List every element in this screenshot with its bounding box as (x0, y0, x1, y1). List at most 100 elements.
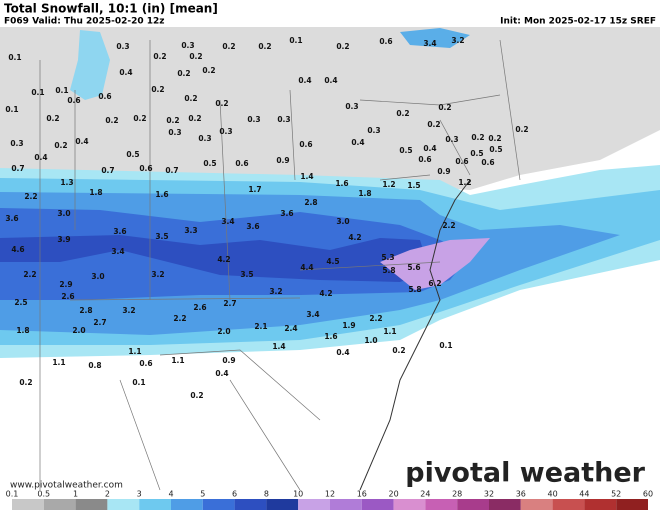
legend-tick-label: 16 (357, 490, 367, 499)
snow-label: 0.1 (289, 36, 302, 45)
snow-label: 5.6 (407, 263, 420, 272)
legend-swatch (43, 499, 76, 510)
snow-label: 0.2 (133, 114, 146, 123)
snow-label: 0.6 (418, 155, 431, 164)
snow-label: 1.4 (272, 342, 285, 351)
snow-label: 3.2 (122, 306, 135, 315)
snow-label: 1.7 (248, 185, 261, 194)
snow-label: 1.1 (171, 356, 184, 365)
snow-label: 0.2 (202, 66, 215, 75)
snow-label: 0.2 (151, 85, 164, 94)
snow-label: 4.4 (300, 263, 313, 272)
snow-label: 4.6 (11, 245, 24, 254)
snow-label: 0.3 (277, 115, 290, 124)
snow-label: 0.2 (336, 42, 349, 51)
snow-label: 0.4 (75, 137, 88, 146)
snow-label: 5.3 (381, 253, 394, 262)
title: Total Snowfall, 10:1 (in) [mean] (4, 2, 218, 16)
snow-label: 2.7 (223, 299, 236, 308)
snow-label: 1.6 (155, 190, 168, 199)
legend-tick-label: 2 (105, 490, 110, 499)
snow-label: 0.3 (198, 134, 211, 143)
snow-label: 0.4 (215, 369, 228, 378)
legend: 0.1 0.5 1 2 3 4 5 6 8 10 12 16 20 24 28 32 36 40 44 52 60 (6, 490, 653, 510)
snow-label: 2.0 (72, 326, 85, 335)
snow-label: 0.4 (298, 76, 311, 85)
logo: pivotal weather (405, 458, 645, 489)
legend-swatch (139, 499, 171, 510)
snow-label: 5.8 (382, 266, 395, 275)
snow-label: 3.4 (111, 247, 124, 256)
snow-label: 3.5 (240, 270, 253, 279)
snow-label: 0.5 (470, 149, 483, 158)
snow-label: 0.2 (392, 346, 405, 355)
legend-swatch (520, 499, 553, 510)
snow-label: 2.2 (173, 314, 186, 323)
snow-label: 0.2 (258, 42, 271, 51)
snow-label: 0.2 (105, 116, 118, 125)
legend-tick-label: 4 (168, 490, 173, 499)
legend-swatch (361, 499, 394, 510)
legend-swatch (616, 499, 648, 510)
snow-label: 1.6 (324, 332, 337, 341)
snow-trace (0, 27, 660, 190)
snow-label: 0.2 (222, 42, 235, 51)
snow-label: 1.8 (358, 189, 371, 198)
snow-label: 1.4 (300, 172, 313, 181)
snow-label: 0.8 (88, 361, 101, 370)
legend-tick-label: 6 (232, 490, 237, 499)
snow-label: 0.3 (367, 126, 380, 135)
snow-label: 0.1 (31, 88, 44, 97)
snow-label: 0.3 (116, 42, 129, 51)
snow-5in (0, 235, 430, 282)
snow-label: 0.6 (235, 159, 248, 168)
legend-swatch (457, 499, 489, 510)
snow-label: 0.3 (247, 115, 260, 124)
snow-label: 1.8 (16, 326, 29, 335)
snow-label: 3.6 (246, 222, 259, 231)
snow-label: 0.2 (488, 134, 501, 143)
snow-label: 0.7 (11, 164, 24, 173)
boundaries (39, 39, 521, 491)
snow-label: 0.6 (455, 157, 468, 166)
legend-swatch (202, 499, 235, 510)
snow-label: 0.6 (379, 37, 392, 46)
snow-label: 1.3 (60, 178, 73, 187)
snow-label: 6.2 (428, 279, 441, 288)
snow-label: 0.3 (10, 139, 23, 148)
snow-label: 0.5 (203, 159, 216, 168)
legend-tick-label: 52 (611, 490, 621, 499)
init-time: Init: Mon 2025-02-17 15z SREF (500, 17, 656, 27)
valid-time: F069 Valid: Thu 2025-02-20 12z (4, 17, 165, 27)
snow-label: 0.2 (190, 391, 203, 400)
snow-label: 0.6 (139, 359, 152, 368)
snow-label: 0.9 (437, 167, 450, 176)
snow-label: 3.2 (269, 287, 282, 296)
snow-label: 0.1 (5, 105, 18, 114)
snow-label: 0.7 (101, 166, 114, 175)
snow-label: 1.0 (364, 336, 377, 345)
snow-label: 0.2 (153, 52, 166, 61)
snow-label: 3.4 (423, 39, 436, 48)
legend-swatch (330, 499, 362, 510)
coastline (359, 179, 471, 491)
legend-swatch (552, 499, 585, 510)
legend-tick-label: 3 (137, 490, 142, 499)
snow-label: 0.5 (126, 150, 139, 159)
snow-label: 0.6 (67, 96, 80, 105)
snow-label: 2.8 (304, 198, 317, 207)
legend-swatch (171, 499, 203, 510)
snow-label: 0.4 (324, 76, 337, 85)
snow-label: 2.6 (193, 303, 206, 312)
snow-label: 0.2 (46, 114, 59, 123)
snow-label: 1.8 (89, 188, 102, 197)
snow-label: 0.5 (489, 145, 502, 154)
legend-tick-label: 24 (420, 490, 430, 499)
map-labels: 0.1 0.3 0.3 0.2 0.2 0.1 0.2 0.6 3.4 3.2 0.2 0.2 0.4 0… (5, 36, 528, 400)
snow-label: 1.1 (52, 358, 65, 367)
snow-label: 3.6 (5, 214, 18, 223)
snow-label: 0.2 (471, 133, 484, 142)
snow-label: 0.1 (132, 378, 145, 387)
snow-label: 0.2 (177, 69, 190, 78)
